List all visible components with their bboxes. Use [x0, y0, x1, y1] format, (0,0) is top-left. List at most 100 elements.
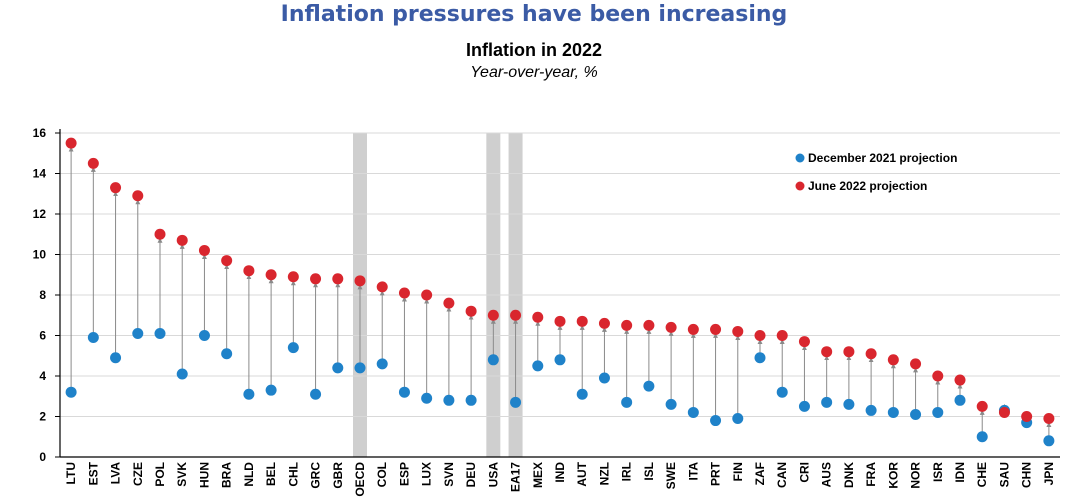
point-dec-isr — [932, 406, 944, 418]
point-dec-chl — [287, 342, 299, 354]
point-jun-zaf — [754, 330, 766, 341]
point-dec-bel — [265, 384, 277, 396]
y-tick-labels: 0 2 4 6 8 10 12 14 16 — [33, 126, 47, 464]
point-jun-ita — [687, 323, 699, 335]
point-dec-aus — [821, 396, 833, 408]
connectors — [68, 146, 1052, 436]
point-jun-nld — [243, 265, 255, 277]
x-tick-label-irl: IRL — [620, 462, 634, 481]
x-tick-label-deu: DEU — [464, 462, 478, 487]
point-dec-zaf — [754, 352, 766, 364]
y-tick-label: 2 — [39, 410, 46, 424]
point-jun-idn — [954, 374, 966, 386]
x-tick-label-zaf: ZAF — [753, 462, 767, 485]
point-jun-deu — [465, 305, 477, 317]
point-jun-fra — [865, 348, 877, 360]
y-tick-label: 6 — [39, 329, 46, 343]
x-tick-label-col: COL — [375, 462, 389, 487]
x-tick-label-aut: AUT — [575, 461, 589, 486]
y-tick-label: 12 — [33, 207, 47, 221]
x-tick-label-lux: LUX — [420, 462, 434, 486]
chart-title: Inflation in 2022 — [465, 40, 603, 60]
point-jun-grc — [310, 273, 322, 285]
point-jun-chl — [287, 271, 299, 283]
point-jun-lux — [421, 289, 433, 301]
x-tick-label-isr: ISR — [931, 462, 945, 482]
legend-label-0: December 2021 projection — [808, 151, 957, 165]
x-tick-labels: LTU EST LVA CZE POL SVK HUN BRA NLD BEL CHL GRC GBR O… — [64, 461, 1056, 496]
y-tick-label: 0 — [39, 450, 46, 464]
series-june-2022 — [65, 137, 1055, 425]
gridlines — [60, 132, 1060, 417]
x-tick-label-aus: AUS — [820, 462, 834, 487]
point-jun-fin — [732, 325, 744, 337]
x-tick-label-chl: CHL — [286, 462, 300, 487]
x-tick-label-gbr: GBR — [331, 462, 345, 489]
point-dec-che — [976, 431, 988, 443]
x-tick-label-grc: GRC — [309, 462, 323, 489]
x-tick-label-idn: IDN — [953, 462, 967, 483]
x-tick-label-prt: PRT — [709, 461, 723, 486]
x-tick-label-lva: LVA — [109, 462, 123, 485]
point-dec-jpn — [1043, 435, 1055, 447]
point-dec-grc — [310, 388, 322, 400]
point-dec-ltu — [65, 386, 77, 398]
point-dec-hun — [198, 330, 210, 341]
point-dec-cze — [132, 327, 144, 339]
x-tick-label-kor: KOR — [886, 462, 900, 489]
point-dec-lva — [110, 352, 122, 364]
point-jun-oecd — [354, 275, 366, 287]
point-jun-nor — [910, 358, 922, 370]
point-dec-can — [776, 386, 788, 398]
point-jun-pol — [154, 228, 166, 240]
point-dec-usa — [487, 354, 499, 366]
point-jun-usa — [487, 309, 499, 321]
axes — [55, 129, 1060, 458]
point-jun-jpn — [1043, 413, 1055, 425]
x-tick-label-cze: CZE — [131, 462, 145, 486]
point-jun-mex — [532, 311, 544, 323]
x-tick-label-nor: NOR — [909, 462, 923, 489]
point-jun-aus — [821, 346, 833, 358]
x-tick-label-jpn: JPN — [1042, 462, 1056, 485]
point-dec-fin — [732, 413, 744, 425]
point-jun-hun — [198, 244, 210, 256]
point-dec-irl — [621, 396, 633, 408]
point-jun-col — [376, 281, 388, 293]
x-tick-label-swe: SWE — [664, 462, 678, 489]
x-tick-label-can: CAN — [775, 462, 789, 488]
point-dec-isl — [643, 380, 655, 392]
point-jun-lva — [110, 182, 122, 194]
point-jun-can — [776, 330, 788, 341]
point-dec-mex — [532, 360, 544, 372]
point-dec-esp — [398, 386, 410, 398]
x-tick-label-est: EST — [86, 461, 100, 485]
x-tick-label-fin: FIN — [731, 462, 745, 481]
x-tick-label-esp: ESP — [397, 462, 411, 486]
x-tick-label-ita: ITA — [686, 462, 700, 481]
point-jun-nzl — [598, 317, 610, 329]
y-tick-label: 4 — [39, 369, 46, 383]
x-tick-label-isl: ISL — [642, 462, 656, 481]
legend-label-1: June 2022 projection — [808, 179, 927, 193]
point-jun-swe — [665, 321, 677, 333]
point-dec-idn — [954, 394, 966, 406]
point-dec-dnk — [843, 398, 855, 410]
point-jun-ea17 — [510, 309, 522, 321]
x-tick-label-nzl: NZL — [597, 462, 611, 485]
point-dec-ea17 — [510, 396, 522, 408]
x-tick-label-dnk: DNK — [842, 462, 856, 488]
x-tick-label-oecd: OECD — [353, 462, 367, 497]
y-tick-label: 10 — [33, 248, 47, 262]
legend-marker-0 — [795, 153, 805, 163]
point-dec-pol — [154, 327, 166, 339]
y-tick-label: 8 — [39, 288, 46, 302]
point-dec-svn — [443, 394, 455, 406]
point-dec-swe — [665, 398, 677, 410]
x-tick-label-chn: CHN — [1020, 462, 1034, 488]
y-tick-label: 16 — [33, 126, 47, 140]
x-tick-label-cri: CRI — [797, 462, 811, 483]
x-tick-label-bel: BEL — [264, 462, 278, 486]
point-jun-dnk — [843, 346, 855, 358]
